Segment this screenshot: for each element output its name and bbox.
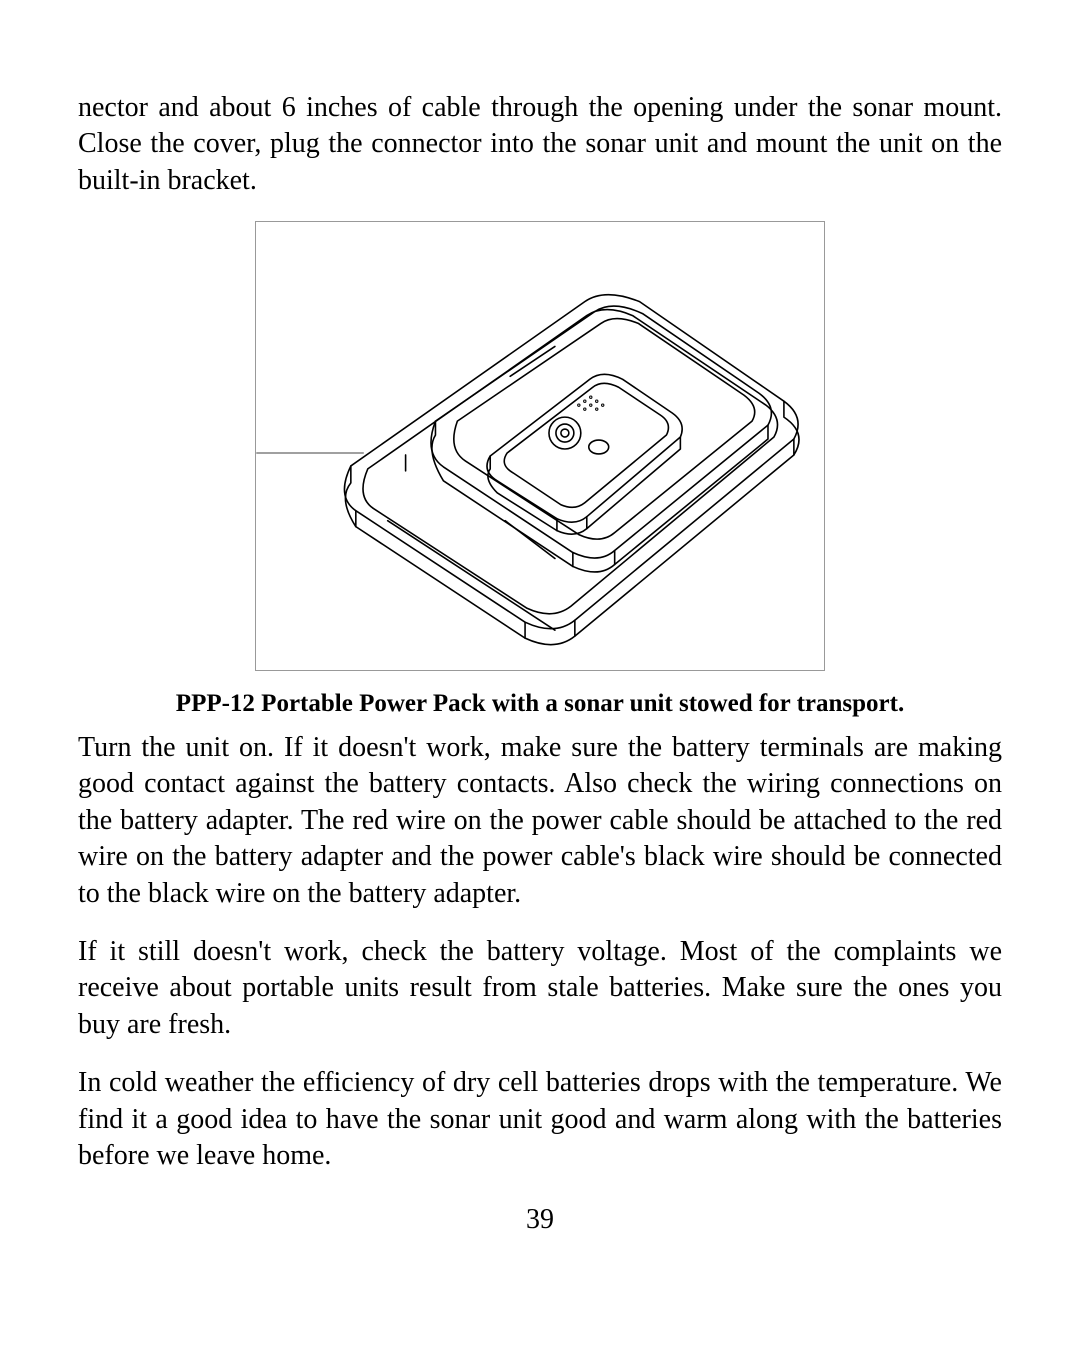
paragraph-troubleshoot-1: Turn the unit on. If it doesn't work, ma… — [78, 730, 1002, 912]
figure-container — [78, 221, 1002, 681]
page-number: 39 — [78, 1202, 1002, 1238]
figure-caption: PPP-12 Portable Power Pack with a sonar … — [78, 688, 1002, 721]
paragraph-troubleshoot-2: If it still doesn't work, check the batt… — [78, 934, 1002, 1043]
intro-paragraph-continued: nector and about 6 inches of cable throu… — [78, 90, 1002, 199]
paragraph-cold-weather: In cold weather the efficiency of dry ce… — [78, 1065, 1002, 1174]
power-pack-illustration — [255, 221, 825, 671]
